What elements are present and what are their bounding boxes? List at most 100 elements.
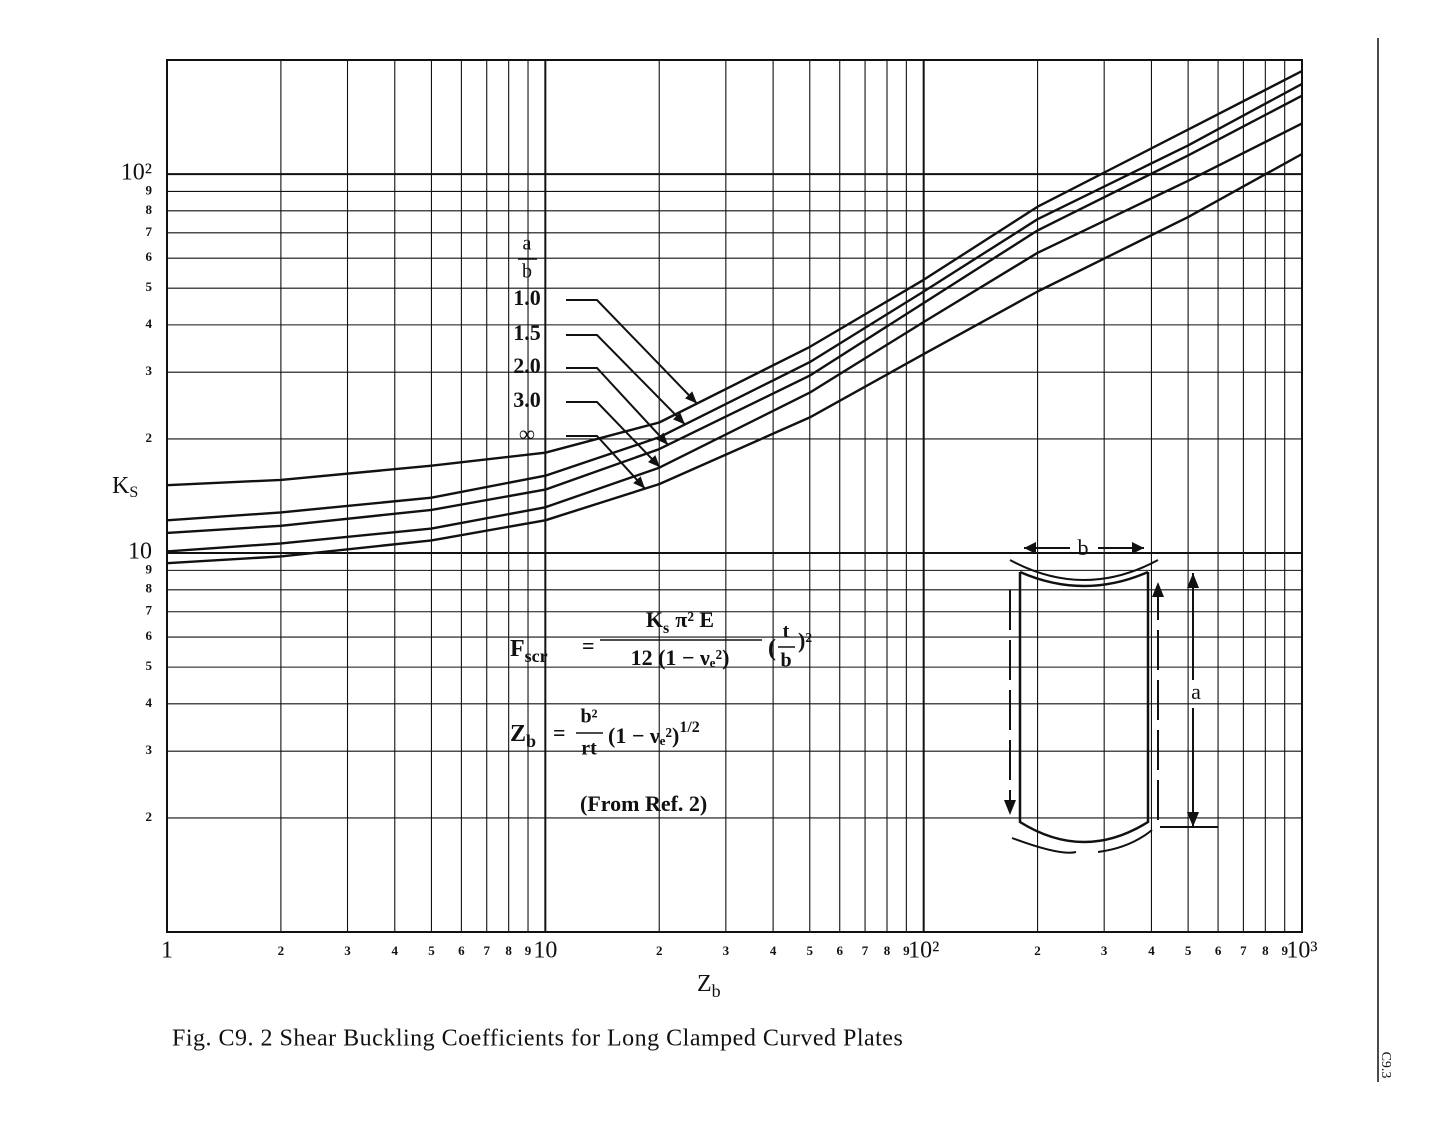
y-tick-label: 10²	[121, 160, 152, 186]
x-tick-label: 2	[656, 943, 663, 958]
series-line	[166, 70, 1303, 487]
x-tick-label: 6	[836, 943, 843, 958]
formula-tail: (1 − νₑ²)1/2	[608, 719, 700, 748]
formula-tail-main: (1 − νₑ²)	[608, 723, 679, 748]
legend-title-top: a	[523, 233, 532, 255]
x-tick-label: 1	[161, 938, 173, 964]
x-tick-label: 6	[458, 943, 465, 958]
x-tick-label: 8	[884, 943, 891, 958]
y-tick-label: 8	[146, 202, 153, 217]
plate-top-edge	[1019, 570, 1149, 588]
formula-denominator: 12 (1 − νₑ²)	[631, 645, 730, 670]
legend: 1.0 1.5 2.0 3.0 ∞	[513, 285, 698, 490]
formula-num-sub: s	[663, 620, 669, 637]
source-note: (From Ref. 2)	[580, 791, 707, 816]
x-tick-label: 7	[862, 943, 869, 958]
x-tick-label: 4	[770, 943, 777, 958]
chart-title: Fig. C9. 2 Shear Buckling Coefficients f…	[172, 1026, 903, 1052]
x-tick-label: 6	[1215, 943, 1222, 958]
curves	[166, 70, 1303, 565]
x-tick-label: 5	[1185, 943, 1192, 958]
legend-label: ∞	[519, 421, 535, 446]
legend-title-bottom: b	[522, 261, 532, 283]
shear-arrow-top	[1009, 559, 1159, 581]
arrowhead	[1187, 573, 1199, 588]
series-line	[166, 94, 1303, 535]
x-tick-label: 3	[1101, 943, 1108, 958]
y-axis-label-main: K	[112, 473, 130, 499]
formula-equals: =	[582, 633, 595, 658]
legend-leader	[566, 435, 646, 490]
legend-leader	[566, 299, 698, 405]
legend-arrowhead	[648, 455, 660, 468]
y-tick-label: 7	[146, 603, 153, 618]
y-tick-label: 4	[146, 316, 153, 331]
formula-lhs: Zb	[510, 721, 536, 752]
x-tick-label: 10³	[1286, 938, 1317, 964]
page-number: C9.3	[1378, 1052, 1393, 1079]
y-tick-label: 10	[128, 539, 152, 565]
x-tick-label: 4	[392, 943, 399, 958]
x-tick-label: 8	[1262, 943, 1269, 958]
legend-leader	[566, 401, 661, 468]
formula-num-rest: π² E	[675, 607, 714, 632]
grid	[166, 60, 1303, 932]
shear-arrow-bottom-right	[1097, 829, 1153, 853]
x-axis-label: Zb	[697, 971, 721, 1002]
x-tick-label: 7	[483, 943, 490, 958]
x-tick-label: 8	[505, 943, 512, 958]
formula-lhs: Fscr	[510, 636, 548, 667]
formula-lhs-main: Z	[510, 721, 526, 747]
formula-2: Zb = b² rt (1 − νₑ²)1/2	[510, 706, 700, 760]
shear-arrow-bottom-left	[1011, 837, 1077, 854]
x-tick-label: 5	[807, 943, 814, 958]
x-axis-label-main: Z	[697, 971, 712, 997]
y-axis-label: KS	[112, 473, 138, 501]
y-tick-label: 7	[146, 224, 153, 239]
x-tick-label: 4	[1148, 943, 1155, 958]
x-tick-label: 3	[344, 943, 351, 958]
arrowhead	[1024, 542, 1036, 554]
series-line	[166, 122, 1303, 553]
formula-num-main: K	[646, 607, 663, 632]
x-tick-label: 7	[1240, 943, 1247, 958]
y-tick-label: 4	[146, 695, 153, 710]
diagram-arrowheads	[1004, 542, 1199, 827]
x-tick-label: 3	[723, 943, 730, 958]
y-tick-label: 9	[146, 561, 153, 576]
legend-label: 1.0	[513, 285, 541, 310]
formula-lhs-sub: scr	[525, 646, 548, 666]
series-line	[166, 82, 1303, 522]
legend-arrowhead	[656, 432, 668, 445]
legend-arrowhead	[685, 391, 697, 404]
series-line	[166, 152, 1303, 565]
arrowhead	[1152, 582, 1164, 597]
formula-lhs-sub: b	[526, 731, 536, 751]
legend-arrowhead	[633, 476, 645, 489]
y-tick-label: 6	[146, 249, 153, 264]
y-tick-label: 3	[146, 363, 153, 378]
legend-arrowhead	[673, 412, 685, 425]
x-tick-label: 2	[1034, 943, 1041, 958]
formula-numerator: Ks π² E	[646, 607, 714, 637]
y-tick-label: 2	[146, 430, 153, 445]
legend-leader	[566, 334, 686, 426]
factor-open: (	[768, 636, 776, 662]
legend-label: 3.0	[513, 387, 541, 412]
x-tick-label: 9	[525, 943, 532, 958]
x-tick-label: 2	[278, 943, 285, 958]
y-tick-label: 9	[146, 182, 153, 197]
arrowhead	[1187, 812, 1199, 827]
plate-outline	[1018, 572, 1150, 844]
x-axis-label-sub: b	[712, 981, 721, 1001]
arrowhead	[1132, 542, 1144, 554]
formula-tail-sup: 1/2	[679, 719, 699, 736]
formula-denominator: rt	[581, 738, 597, 760]
y-tick-label: 8	[146, 581, 153, 596]
y-tick-label: 3	[146, 742, 153, 757]
y-tick-label: 5	[146, 658, 153, 673]
x-tick-label: 10²	[908, 938, 939, 964]
diagram-length-label: a	[1191, 679, 1201, 704]
factor-den: b	[780, 650, 791, 672]
